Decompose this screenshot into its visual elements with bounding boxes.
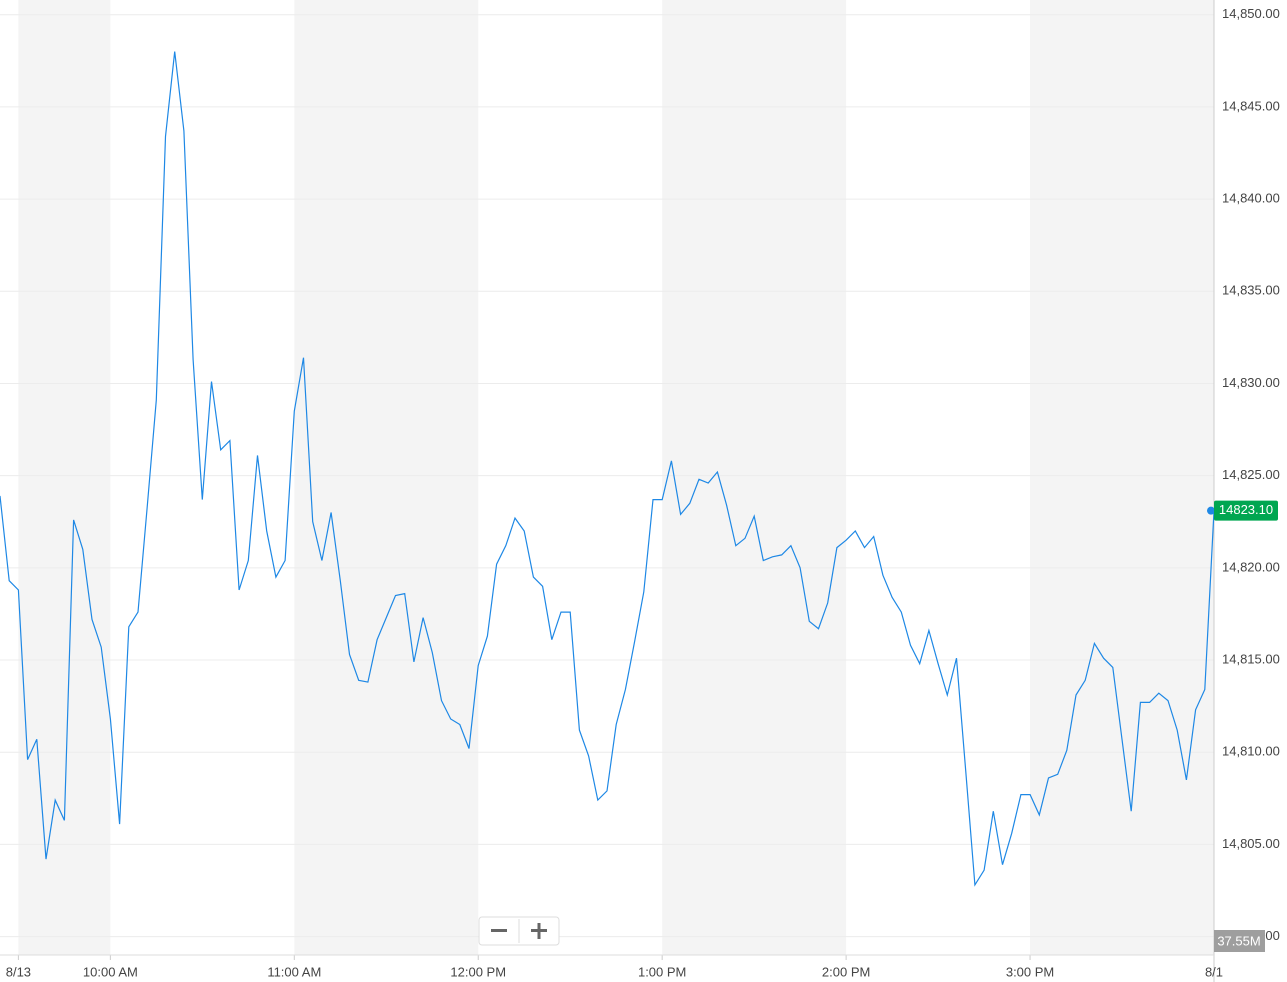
volume-label: 37.55M <box>1217 933 1260 948</box>
y-tick-label: 14,845.00 <box>1222 98 1280 113</box>
y-tick-label: 14,840.00 <box>1222 191 1280 206</box>
x-tick-label: 8/1 <box>1205 964 1223 979</box>
y-tick-label: 14,805.00 <box>1222 836 1280 851</box>
last-price-box <box>1214 500 1278 521</box>
volume-box <box>1214 930 1265 952</box>
x-tick-label: 8/13 <box>6 964 31 979</box>
hour-band <box>294 0 479 955</box>
x-tick-label: 12:00 PM <box>450 964 506 979</box>
plot <box>0 51 1215 887</box>
labels: 14,800.0014,805.0014,810.0014,815.0014,8… <box>6 6 1280 979</box>
last-point <box>1207 506 1215 515</box>
y-tick-label: 14,835.00 <box>1222 283 1280 298</box>
hour-band <box>662 0 847 955</box>
hour-band <box>1030 0 1214 955</box>
x-tick-label: 10:00 AM <box>83 964 138 979</box>
y-tick-label: 14,820.00 <box>1222 559 1280 574</box>
grid <box>0 14 1215 960</box>
price-line <box>0 51 1215 887</box>
bands <box>18 0 1214 955</box>
zoom-out[interactable] <box>491 929 507 932</box>
y-tick-label: 14,850.00 <box>1222 6 1280 21</box>
zoom-in-v[interactable] <box>537 923 541 939</box>
y-tick-label: 14,830.00 <box>1222 375 1280 390</box>
x-tick-label: 1:00 PM <box>638 964 686 979</box>
y-tick-label: 14,825.00 <box>1222 467 1280 482</box>
hour-band <box>18 0 111 955</box>
y-tick-label: 14,815.00 <box>1222 651 1280 666</box>
last-price-label: 14823.10 <box>1219 502 1273 517</box>
x-tick-label: 3:00 PM <box>1006 964 1054 979</box>
x-tick-label: 11:00 AM <box>267 964 321 979</box>
x-tick-label: 2:00 PM <box>822 964 870 979</box>
y-tick-label: 14,810.00 <box>1222 744 1280 759</box>
zoom-controls[interactable] <box>478 916 560 946</box>
